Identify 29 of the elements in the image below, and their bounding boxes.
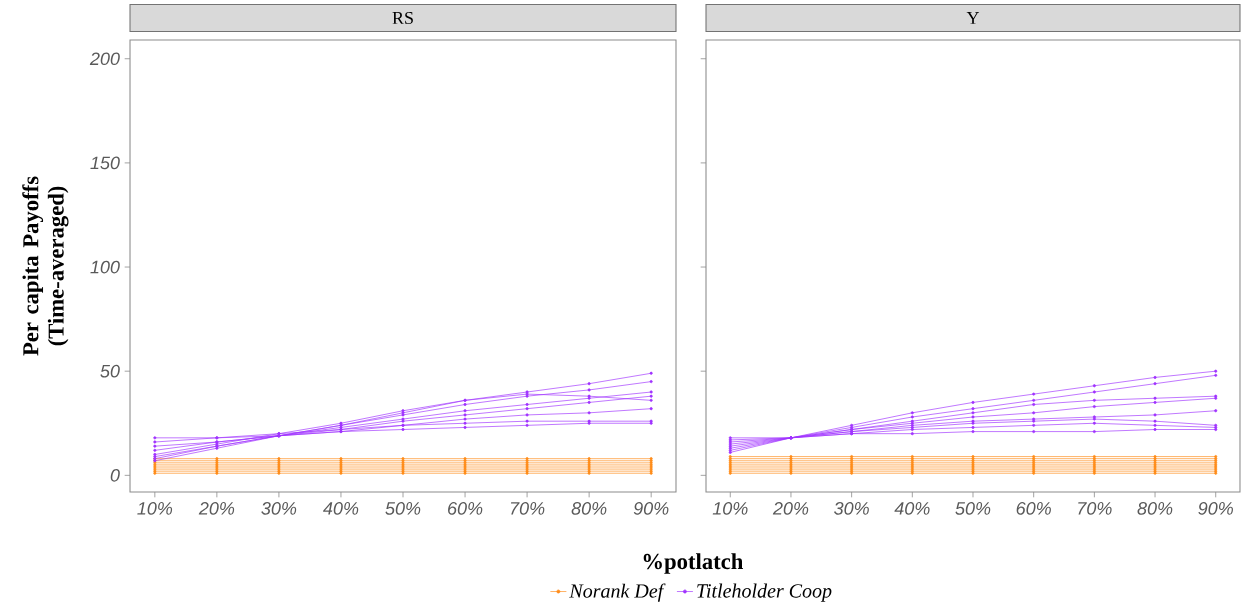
x-tick-label: 10% xyxy=(137,502,173,515)
x-tick-label: 90% xyxy=(633,502,669,515)
x-tick-label: 90% xyxy=(1198,502,1233,515)
legend-label: Norank Def xyxy=(569,583,666,602)
y-axis-title: Per capita Payoffs (Time-averaged) xyxy=(22,176,69,356)
y-tick-label: 150 xyxy=(90,156,120,170)
x-tick-label: 10% xyxy=(712,502,748,515)
x-tick-label: 30% xyxy=(261,502,297,515)
x-tick-label: 60% xyxy=(1016,502,1051,515)
x-tick-label: 40% xyxy=(323,502,359,515)
y-tick-label: 100 xyxy=(90,260,120,274)
x-tick-label: 70% xyxy=(510,502,545,515)
x-tick-label: 50% xyxy=(385,502,421,515)
x-tick-label: 80% xyxy=(571,502,607,515)
y-tick-label: 0 xyxy=(110,468,120,482)
legend-label: Titleholder Coop xyxy=(697,583,832,602)
y-tick-label: 50 xyxy=(100,364,120,378)
chart-title: RS xyxy=(392,11,413,25)
x-tick-label: 50% xyxy=(955,502,991,515)
x-tick-label: 20% xyxy=(772,502,809,515)
x-tick-label: 30% xyxy=(834,502,869,515)
y-tick-label: 200 xyxy=(89,52,120,66)
x-tick-label: 70% xyxy=(1078,502,1112,515)
x-tick-label: 40% xyxy=(894,502,930,515)
x-tick-label: 60% xyxy=(448,502,483,515)
x-axis-title: %potlatch xyxy=(643,553,744,574)
x-tick-label: 20% xyxy=(198,502,235,515)
x-tick-label: 80% xyxy=(1137,502,1173,515)
chart-title: Y xyxy=(966,12,980,24)
